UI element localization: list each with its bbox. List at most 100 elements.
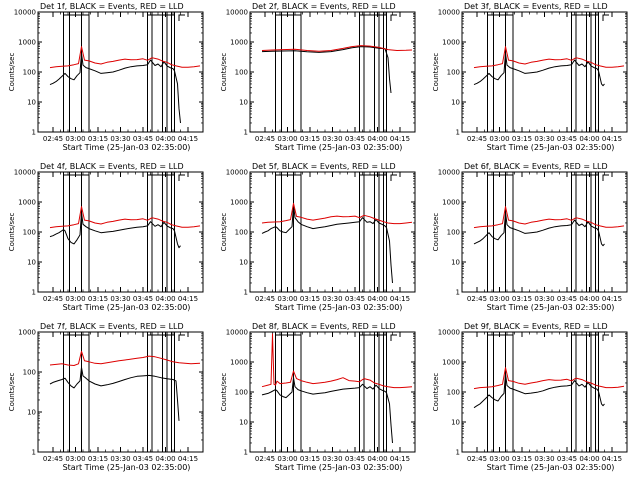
panel-title: Det 4f, BLACK = Events, RED = LLD xyxy=(40,162,184,171)
y-tick-label: 1 xyxy=(456,129,460,137)
x-tick-label: 02:45 xyxy=(255,455,275,463)
x-tick-label: 03:15 xyxy=(88,295,108,303)
x-tick-label: 04:00 xyxy=(367,135,387,143)
x-tick-label: 04:00 xyxy=(367,295,387,303)
panel-title: Det 3f, BLACK = Events, RED = LLD xyxy=(464,2,608,11)
y-axis-label: Counts/sec xyxy=(432,373,440,412)
plot-frame xyxy=(461,11,628,133)
y-tick-label: 1000 xyxy=(18,329,36,337)
x-tick-label: 04:00 xyxy=(579,455,599,463)
interval-bracket xyxy=(63,14,90,19)
interval-bracket xyxy=(571,174,599,179)
panel-title: Det 1f, BLACK = Events, RED = LLD xyxy=(40,2,184,11)
interval-bracket xyxy=(571,334,599,339)
x-tick-label: 03:30 xyxy=(322,455,342,463)
x-tick-label: 03:45 xyxy=(345,455,365,463)
y-tick-label: 1000 xyxy=(442,359,460,367)
x-tick-label: 02:45 xyxy=(467,295,487,303)
x-tick-label: 03:45 xyxy=(133,135,153,143)
y-tick-label: 1000 xyxy=(230,199,248,207)
x-axis-label: Start Time (25-Jan-03 02:35:00) xyxy=(275,303,403,312)
corner-bracket xyxy=(178,334,185,341)
x-tick-label: 02:45 xyxy=(467,455,487,463)
y-tick-label: 1 xyxy=(244,289,248,297)
y-tick-label: 10 xyxy=(27,99,36,107)
series-lld-line xyxy=(261,333,413,389)
interval-bracket xyxy=(359,174,387,179)
x-tick-label: 04:15 xyxy=(390,455,410,463)
y-tick-label: 10 xyxy=(239,99,248,107)
x-tick-label: 02:45 xyxy=(255,295,275,303)
x-tick-label: 03:00 xyxy=(489,135,509,143)
x-tick-label: 03:00 xyxy=(489,295,509,303)
panel-det-3: Det 3f, BLACK = Events, RED = LLD 1 10 100 1… xyxy=(432,2,628,152)
x-tick-label: 03:00 xyxy=(65,295,85,303)
x-tick-label: 03:45 xyxy=(133,455,153,463)
interval-bracket xyxy=(487,174,514,179)
y-tick-label: 100 xyxy=(23,229,36,237)
x-tick-label: 03:15 xyxy=(300,295,320,303)
y-axis-label: Counts/sec xyxy=(220,53,228,92)
y-axis-label: Counts/sec xyxy=(432,53,440,92)
x-axis-label: Start Time (25-Jan-03 02:35:00) xyxy=(63,463,191,472)
x-tick-label: 04:15 xyxy=(602,455,622,463)
y-tick-label: 1000 xyxy=(442,199,460,207)
plot-frame xyxy=(461,331,628,453)
x-tick-label: 03:45 xyxy=(557,295,577,303)
y-tick-label: 10 xyxy=(239,419,248,427)
x-tick-label: 02:45 xyxy=(255,135,275,143)
y-tick-label: 1 xyxy=(456,289,460,297)
y-tick-label: 1000 xyxy=(442,39,460,47)
interval-bracket xyxy=(275,14,302,19)
series-events-line xyxy=(49,52,181,124)
interval-bracket xyxy=(63,334,90,339)
x-tick-label: 03:15 xyxy=(300,135,320,143)
x-tick-label: 03:45 xyxy=(557,455,577,463)
interval-bracket xyxy=(63,174,90,179)
x-tick-label: 03:30 xyxy=(110,455,130,463)
x-tick-label: 03:30 xyxy=(322,135,342,143)
y-axis-label: Counts/sec xyxy=(220,373,228,412)
x-tick-label: 03:15 xyxy=(512,135,532,143)
y-tick-label: 100 xyxy=(447,389,460,397)
x-tick-label: 03:00 xyxy=(65,455,85,463)
x-tick-label: 03:15 xyxy=(512,455,532,463)
corner-bracket xyxy=(390,14,397,21)
y-axis-label: Counts/sec xyxy=(432,213,440,252)
y-tick-label: 1 xyxy=(456,449,460,457)
x-tick-label: 04:15 xyxy=(178,455,198,463)
x-tick-label: 03:00 xyxy=(489,455,509,463)
x-tick-label: 03:45 xyxy=(557,135,577,143)
corner-bracket xyxy=(390,334,397,341)
corner-bracket xyxy=(602,14,609,21)
panel-det-4: Det 4f, BLACK = Events, RED = LLD 1 10 100 1… xyxy=(8,162,204,312)
interval-bracket xyxy=(359,334,387,339)
x-tick-label: 04:00 xyxy=(579,135,599,143)
y-tick-label: 10000 xyxy=(226,9,248,17)
x-tick-label: 03:30 xyxy=(110,295,130,303)
x-tick-label: 02:45 xyxy=(467,135,487,143)
interval-bracket xyxy=(487,334,514,339)
y-tick-label: 100 xyxy=(235,69,248,77)
x-tick-label: 02:45 xyxy=(43,295,63,303)
y-tick-label: 1000 xyxy=(230,359,248,367)
x-tick-label: 03:30 xyxy=(110,135,130,143)
interval-bracket xyxy=(487,14,514,19)
x-tick-label: 04:15 xyxy=(390,295,410,303)
interval-bracket xyxy=(147,334,175,339)
series-events-line xyxy=(261,204,393,284)
x-tick-label: 04:00 xyxy=(155,135,175,143)
y-axis-label: Counts/sec xyxy=(220,213,228,252)
interval-bracket xyxy=(571,14,599,19)
y-tick-label: 10 xyxy=(27,409,36,417)
x-tick-label: 04:00 xyxy=(579,295,599,303)
panel-det-7: Det 7f, BLACK = Events, RED = LLD 1 10 100 1… xyxy=(8,322,204,472)
y-tick-label: 10000 xyxy=(438,9,460,17)
x-tick-label: 03:30 xyxy=(534,455,554,463)
panel-det-2: Det 2f, BLACK = Events, RED = LLD 1 10 100 1… xyxy=(220,2,416,152)
panel-title: Det 9f, BLACK = Events, RED = LLD xyxy=(464,322,608,331)
y-tick-label: 1000 xyxy=(18,199,36,207)
x-axis-label: Start Time (25-Jan-03 02:35:00) xyxy=(487,303,615,312)
series-events-line xyxy=(473,52,605,87)
x-axis-label: Start Time (25-Jan-03 02:35:00) xyxy=(487,463,615,472)
